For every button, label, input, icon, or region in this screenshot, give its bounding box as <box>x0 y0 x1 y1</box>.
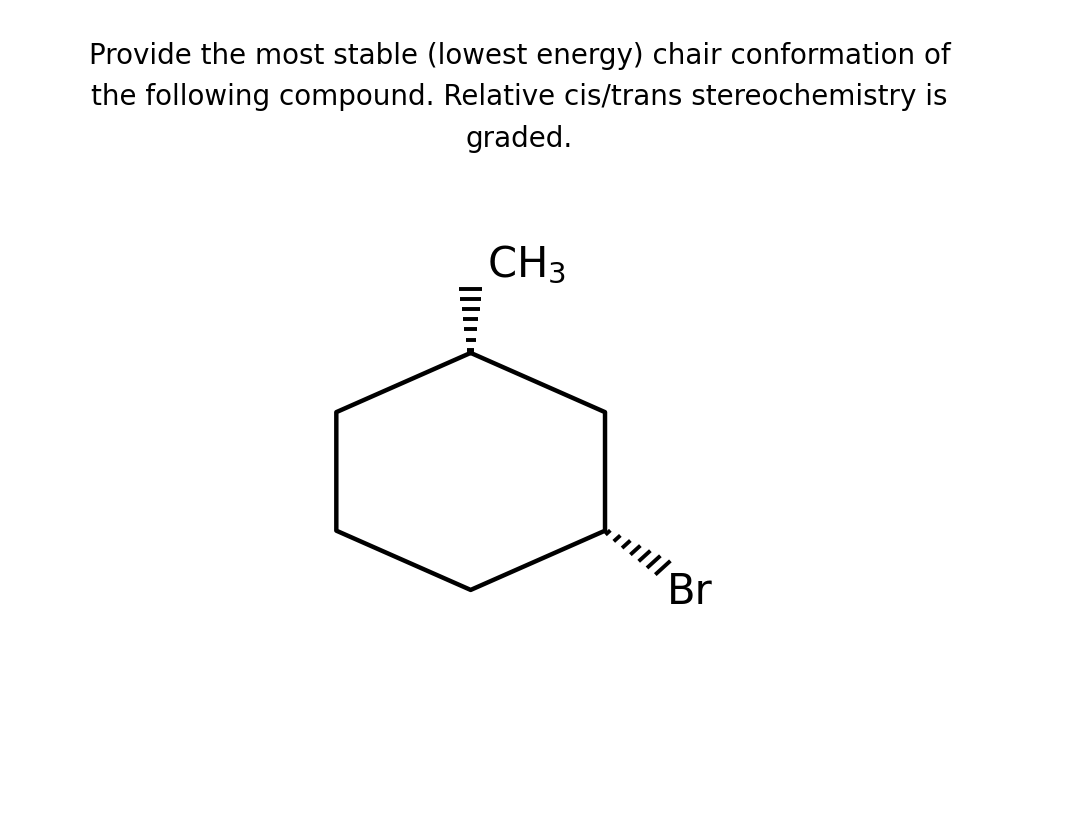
Text: graded.: graded. <box>465 125 573 153</box>
Text: the following compound. Relative cis/trans stereochemistry is: the following compound. Relative cis/tra… <box>91 83 948 111</box>
Text: Br: Br <box>667 571 713 613</box>
Text: CH$_3$: CH$_3$ <box>488 244 567 285</box>
Text: Provide the most stable (lowest energy) chair conformation of: Provide the most stable (lowest energy) … <box>89 42 950 70</box>
